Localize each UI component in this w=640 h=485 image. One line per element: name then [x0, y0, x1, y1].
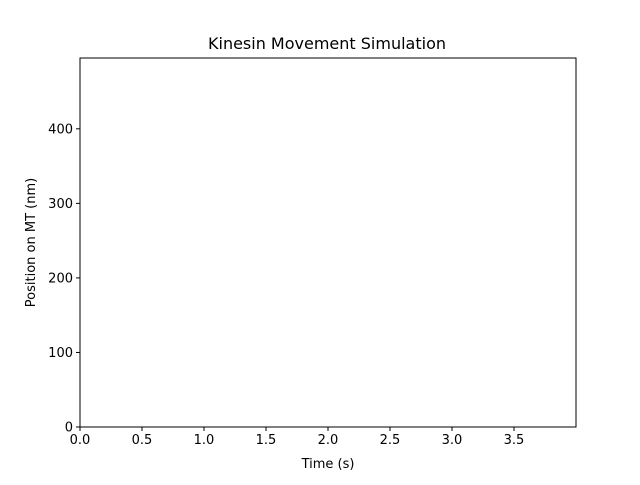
x-tick-label: 0.5	[132, 433, 153, 448]
plot-area-frame	[79, 57, 577, 428]
y-tick-label: 200	[48, 271, 73, 286]
x-tick-label: 3.5	[504, 433, 525, 448]
x-tick-label: 2.0	[318, 433, 339, 448]
y-axis: 0 100 200 300 400	[48, 122, 80, 436]
x-tick-label: 1.5	[256, 433, 277, 448]
chart-title: Kinesin Movement Simulation	[208, 34, 446, 53]
x-tick-label: 0.0	[70, 433, 91, 448]
y-tick-label: 100	[48, 346, 73, 361]
y-tick-label: 0	[65, 421, 73, 436]
y-tick-label: 400	[48, 122, 73, 137]
x-tick-label: 1.0	[194, 433, 215, 448]
x-axis: 0.0 0.5 1.0 1.5 2.0 2.5 3.0 3.5	[70, 427, 525, 448]
x-axis-label: Time (s)	[301, 457, 355, 472]
x-tick-label: 3.0	[442, 433, 463, 448]
x-tick-label: 2.5	[380, 433, 401, 448]
y-axis-label: Position on MT (nm)	[24, 178, 39, 307]
y-tick-label: 300	[48, 197, 73, 212]
